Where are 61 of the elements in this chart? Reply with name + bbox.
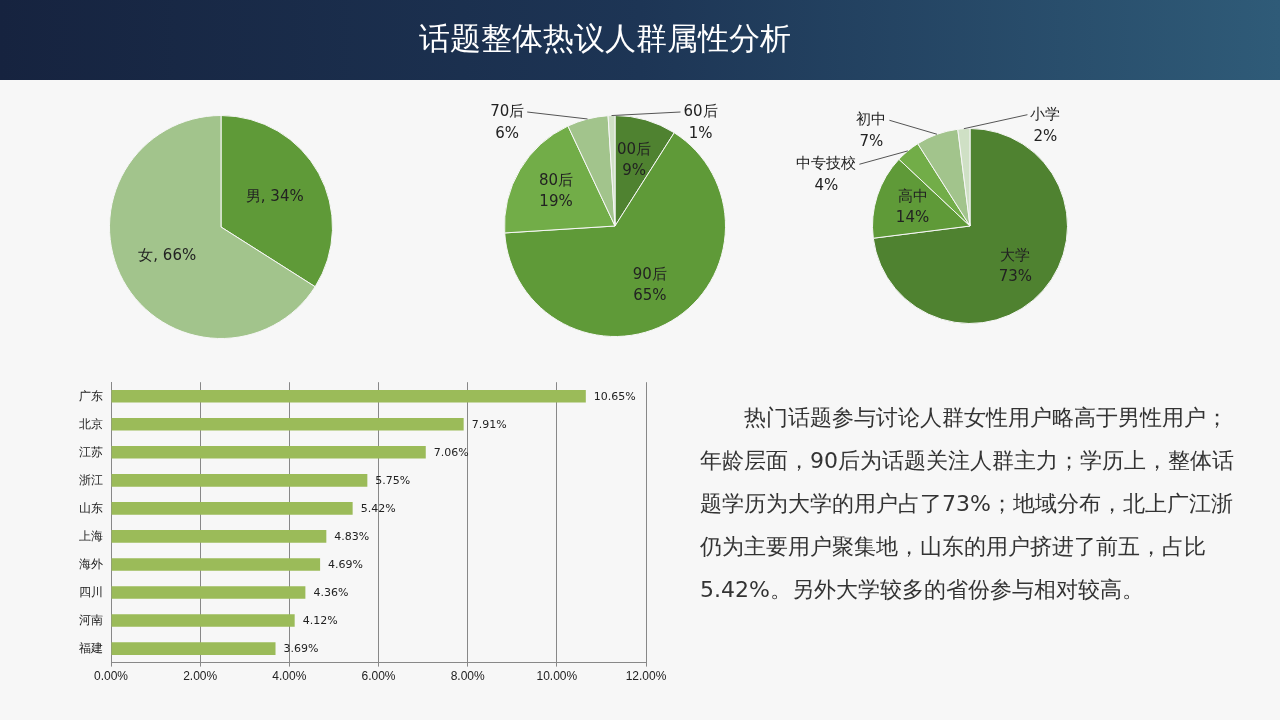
slice-label: 小学	[1030, 104, 1061, 123]
slice-label: 初中	[856, 110, 887, 129]
data-label: 2%	[1033, 126, 1058, 145]
x-tick-label: 2.00%	[183, 669, 218, 684]
y-tick-label: 四川	[79, 584, 103, 599]
slice-label: 90后	[632, 264, 667, 283]
data-label: 6%	[495, 123, 520, 142]
data-label: 7.06%	[433, 446, 469, 460]
data-label: 4%	[814, 176, 839, 195]
bar	[111, 530, 327, 543]
slice-label: 80后	[538, 171, 574, 190]
data-label: 14%	[895, 208, 930, 227]
x-tick-label: 4.00%	[272, 669, 307, 684]
bar	[111, 389, 586, 403]
bar	[111, 502, 353, 515]
slice-label: 男, 34%	[245, 187, 304, 206]
data-label: 3.69%	[283, 642, 319, 656]
data-label: 9%	[622, 161, 647, 180]
data-label: 1%	[688, 123, 713, 142]
data-label: 10.65%	[593, 390, 636, 404]
data-label: 65%	[633, 285, 667, 304]
data-label: 4.69%	[328, 558, 364, 572]
bar	[111, 642, 276, 655]
y-tick-label: 福建	[79, 640, 103, 655]
bar	[111, 474, 368, 487]
y-tick-label: 浙江	[79, 472, 103, 487]
x-tick-label: 6.00%	[361, 669, 396, 684]
y-tick-label: 北京	[79, 416, 103, 431]
y-tick-label: 广东	[79, 388, 103, 403]
bar	[111, 586, 306, 599]
data-label: 7%	[859, 132, 884, 151]
chart-title: 话题整体热议人群属性分析	[418, 19, 792, 58]
y-tick-label: 海外	[79, 556, 103, 571]
y-tick-label: 江苏	[79, 444, 103, 459]
x-tick-label: 10.00%	[536, 669, 578, 684]
slice-label: 高中	[897, 187, 928, 206]
x-tick-label: 12.00%	[625, 669, 667, 684]
data-label: 4.83%	[334, 530, 370, 544]
slice-label: 中专技校	[796, 154, 857, 173]
slice-label: 女, 66%	[138, 246, 197, 265]
slice-label: 60后	[683, 101, 718, 120]
y-tick-label: 山东	[79, 500, 103, 515]
data-label: 73%	[998, 266, 1033, 285]
slice-label: 70后	[490, 101, 525, 120]
data-label: 5.75%	[375, 474, 411, 488]
slice-label: 00后	[617, 140, 652, 159]
data-label: 19%	[539, 192, 573, 211]
bar	[111, 558, 321, 571]
slice-label: 大学	[1000, 245, 1031, 264]
bar	[111, 445, 426, 459]
y-tick-label: 河南	[79, 612, 103, 627]
x-tick-label: 8.00%	[450, 669, 486, 684]
bar	[111, 614, 295, 627]
text: 热门话题参与讨论人群女性用户略高于男性用户；年龄层面，90后为话题关注人群主力；学历上，整体话题学历为大学的用户占了73%；地域分布，北上广江浙仍为主要用户聚集地，山东的用户挤进了前五，占比5.42%。另外大学较多的省份参与相对较高。	[700, 404, 1235, 604]
bar	[111, 417, 464, 431]
data-label: 7.91%	[471, 418, 507, 432]
x-tick-label: 0.00%	[93, 669, 129, 684]
data-label: 5.42%	[360, 502, 396, 516]
y-tick-label: 上海	[79, 528, 103, 543]
data-label: 4.12%	[302, 614, 338, 628]
data-label: 4.36%	[313, 586, 349, 600]
